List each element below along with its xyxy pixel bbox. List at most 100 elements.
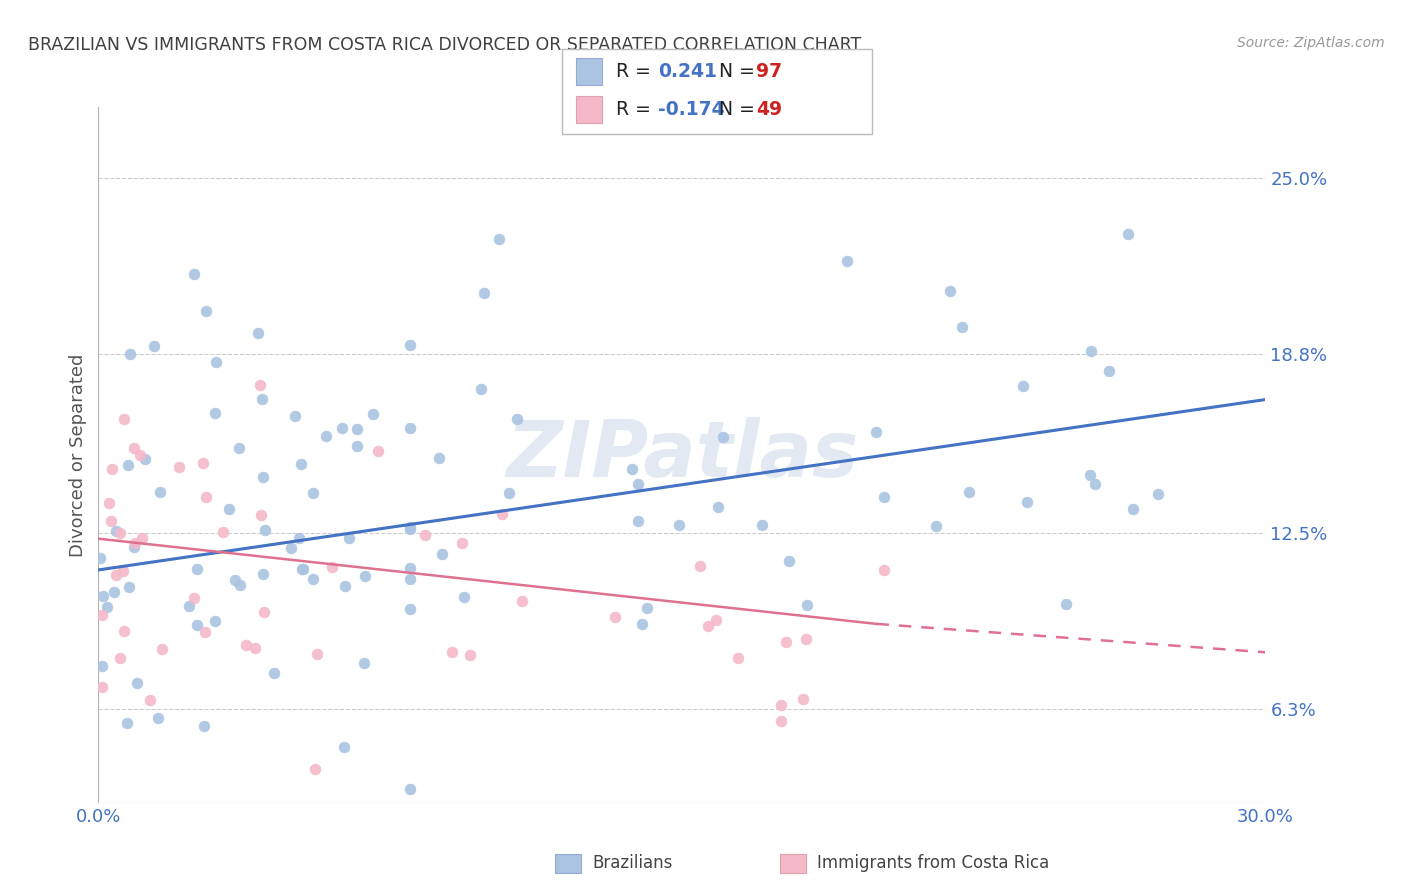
Point xyxy=(398,602,420,616)
Point xyxy=(872,563,894,577)
Point xyxy=(111,564,134,578)
Point xyxy=(304,762,326,776)
Point xyxy=(183,267,205,281)
Point xyxy=(865,425,887,439)
Point xyxy=(398,781,420,796)
Text: 97: 97 xyxy=(756,62,783,81)
Point xyxy=(139,693,162,707)
Y-axis label: Divorced or Separated: Divorced or Separated xyxy=(69,353,87,557)
Point xyxy=(696,618,718,632)
Point xyxy=(451,535,474,549)
Point xyxy=(129,448,152,462)
Point xyxy=(91,589,114,603)
Point xyxy=(252,469,274,483)
Point xyxy=(957,485,980,500)
Point xyxy=(253,523,276,537)
Point xyxy=(118,580,141,594)
Point xyxy=(305,648,328,662)
Point xyxy=(291,561,314,575)
Point xyxy=(100,462,122,476)
Point xyxy=(491,508,513,522)
Point xyxy=(427,451,450,466)
Point xyxy=(194,625,217,640)
Point xyxy=(751,518,773,533)
Point xyxy=(249,378,271,392)
Point xyxy=(167,460,190,475)
Point xyxy=(337,531,360,545)
Point xyxy=(354,569,377,583)
Point xyxy=(792,692,814,706)
Point xyxy=(460,648,482,662)
Text: Immigrants from Costa Rica: Immigrants from Costa Rica xyxy=(817,855,1049,872)
Point xyxy=(794,632,817,646)
Point xyxy=(228,441,250,455)
Point xyxy=(110,526,132,541)
Point xyxy=(315,429,337,443)
Point xyxy=(1054,597,1077,611)
Point xyxy=(228,578,250,592)
Point xyxy=(627,477,650,491)
Point xyxy=(510,594,533,608)
Point xyxy=(115,716,138,731)
Point xyxy=(122,441,145,455)
Point xyxy=(950,319,973,334)
Point xyxy=(413,528,436,542)
Point xyxy=(363,407,385,421)
Point xyxy=(142,339,165,353)
Text: ZIPatlas: ZIPatlas xyxy=(506,417,858,493)
Point xyxy=(253,605,276,619)
Point xyxy=(1080,467,1102,482)
Point xyxy=(218,502,240,516)
Point xyxy=(488,232,510,246)
Point xyxy=(243,641,266,656)
Point xyxy=(398,421,420,435)
Point xyxy=(291,562,314,576)
Point xyxy=(398,338,420,352)
Point xyxy=(211,525,233,540)
Point xyxy=(470,383,492,397)
Point xyxy=(346,439,368,453)
Point xyxy=(104,524,127,538)
Point xyxy=(104,567,127,582)
Point xyxy=(122,540,145,554)
Point xyxy=(250,392,273,406)
Point xyxy=(247,326,270,340)
Point xyxy=(263,666,285,681)
Point xyxy=(939,284,962,298)
Point xyxy=(290,457,312,471)
Point xyxy=(186,617,208,632)
Point xyxy=(98,496,121,510)
Point xyxy=(146,711,169,725)
Point xyxy=(630,616,652,631)
Point xyxy=(689,559,711,574)
Point xyxy=(330,421,353,435)
Point xyxy=(301,572,323,586)
Point xyxy=(284,409,307,423)
Point xyxy=(131,531,153,545)
Point xyxy=(627,514,650,528)
Point xyxy=(1015,494,1038,508)
Point xyxy=(1147,487,1170,501)
Point xyxy=(398,519,420,533)
Point xyxy=(472,285,495,300)
Point xyxy=(353,656,375,670)
Point xyxy=(837,253,859,268)
Point xyxy=(727,651,749,665)
Point xyxy=(668,518,690,533)
Point xyxy=(706,500,728,514)
Point xyxy=(1084,477,1107,491)
Point xyxy=(505,411,527,425)
Text: N =: N = xyxy=(707,62,761,81)
Point xyxy=(100,515,122,529)
Point xyxy=(91,608,114,623)
Point xyxy=(775,635,797,649)
Point xyxy=(796,599,818,613)
Point xyxy=(91,659,114,673)
Point xyxy=(90,681,112,695)
Point xyxy=(398,522,420,536)
Point xyxy=(1080,343,1102,358)
Point xyxy=(150,641,173,656)
Point xyxy=(441,645,464,659)
Point xyxy=(193,718,215,732)
Point xyxy=(333,740,356,755)
